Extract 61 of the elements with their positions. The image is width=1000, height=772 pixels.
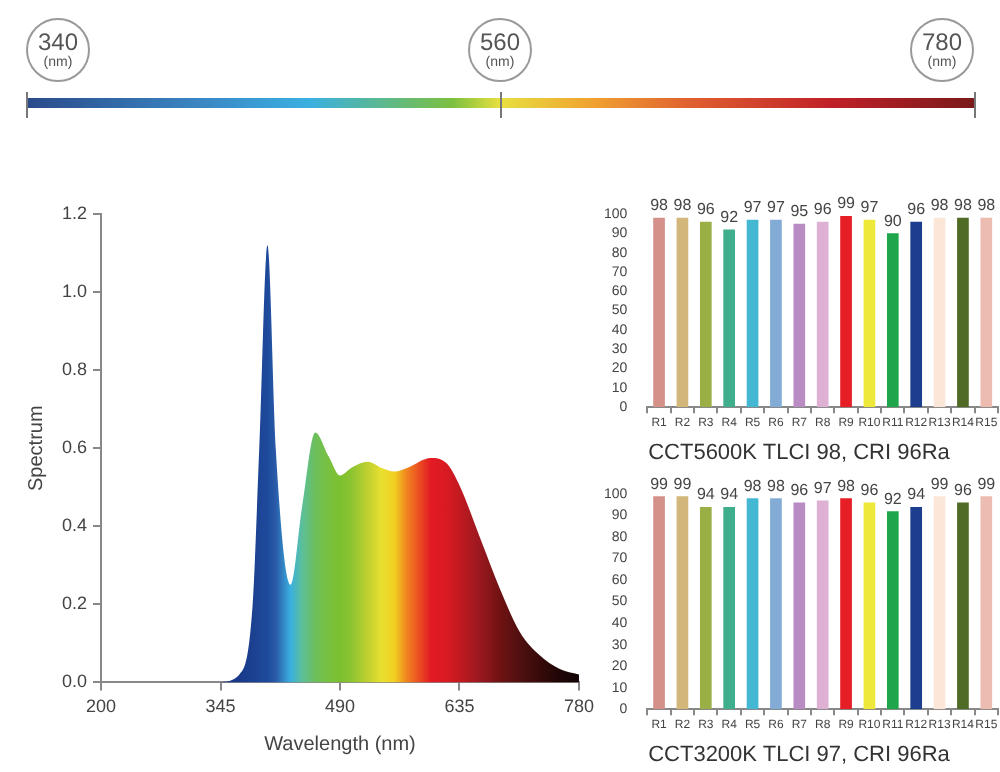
data-label: 99: [837, 194, 857, 213]
data-label: 90: [883, 211, 903, 230]
data-label: 98: [977, 196, 997, 215]
x-tick-label: 200: [85, 696, 117, 717]
data-label: 95: [790, 202, 810, 221]
data-label: 94: [720, 485, 740, 504]
data-label: 98: [930, 196, 950, 215]
data-label: 98: [767, 476, 786, 495]
data-label: 94: [907, 485, 927, 504]
x-tick-label: 780: [563, 696, 595, 717]
data-label: 96: [860, 481, 880, 500]
data-label: 96: [954, 481, 973, 500]
data-label: 99: [930, 474, 950, 493]
data-label: 96: [813, 200, 833, 219]
x-tick-label: 635: [444, 696, 475, 717]
data-label: 97: [813, 478, 833, 497]
bar: [793, 502, 806, 710]
x-tick-label: 490: [324, 696, 356, 717]
data-label: 96: [907, 200, 927, 219]
bar: [863, 502, 876, 710]
data-label: 97: [743, 198, 763, 217]
data-label: 98: [673, 196, 693, 215]
x-axis-title: Wavelength (nm): [264, 733, 416, 756]
data-label: 97: [860, 198, 880, 217]
x-tick-label: 345: [205, 696, 236, 717]
data-label: 98: [650, 196, 670, 215]
data-label: 92: [883, 489, 903, 508]
y-tick-label: 1.2: [61, 202, 88, 223]
data-label: 92: [720, 207, 740, 226]
bar: [816, 500, 829, 710]
data-label: 98: [743, 476, 763, 495]
bar: [699, 506, 712, 710]
data-label: 99: [977, 474, 997, 493]
y-tick-label: 0.4: [61, 515, 88, 536]
data-label: 98: [837, 476, 857, 495]
bar: [770, 498, 782, 710]
bar: [957, 502, 969, 710]
bar: [746, 498, 759, 710]
y-tick-label: 1.0: [61, 281, 88, 302]
bar: [676, 496, 689, 710]
text: CCT5600K TLCI 98, CRI 96Ra: [648, 440, 952, 465]
bar: [980, 496, 993, 710]
data-label: 94: [696, 485, 716, 504]
y-tick-label: 0.2: [61, 593, 88, 614]
y-tick-label: 0.8: [61, 359, 88, 380]
data-label: 99: [673, 474, 693, 493]
data-label: 98: [954, 196, 973, 215]
y-axis-title: Spectrum: [25, 405, 48, 491]
bar: [910, 506, 923, 710]
bar: [840, 498, 852, 710]
data-label: 96: [696, 200, 716, 219]
y-tick-label: 0.0: [61, 671, 88, 692]
data-label: 96: [790, 481, 810, 500]
bar: [886, 511, 899, 710]
bar: [723, 506, 736, 710]
data-label: 97: [767, 198, 786, 217]
y-tick-label: 0.6: [61, 437, 88, 458]
data-label: 99: [650, 474, 670, 493]
bar: [653, 496, 665, 710]
bar: [933, 496, 946, 710]
text: CCT3200K TLCI 97, CRI 96Ra: [648, 742, 952, 767]
